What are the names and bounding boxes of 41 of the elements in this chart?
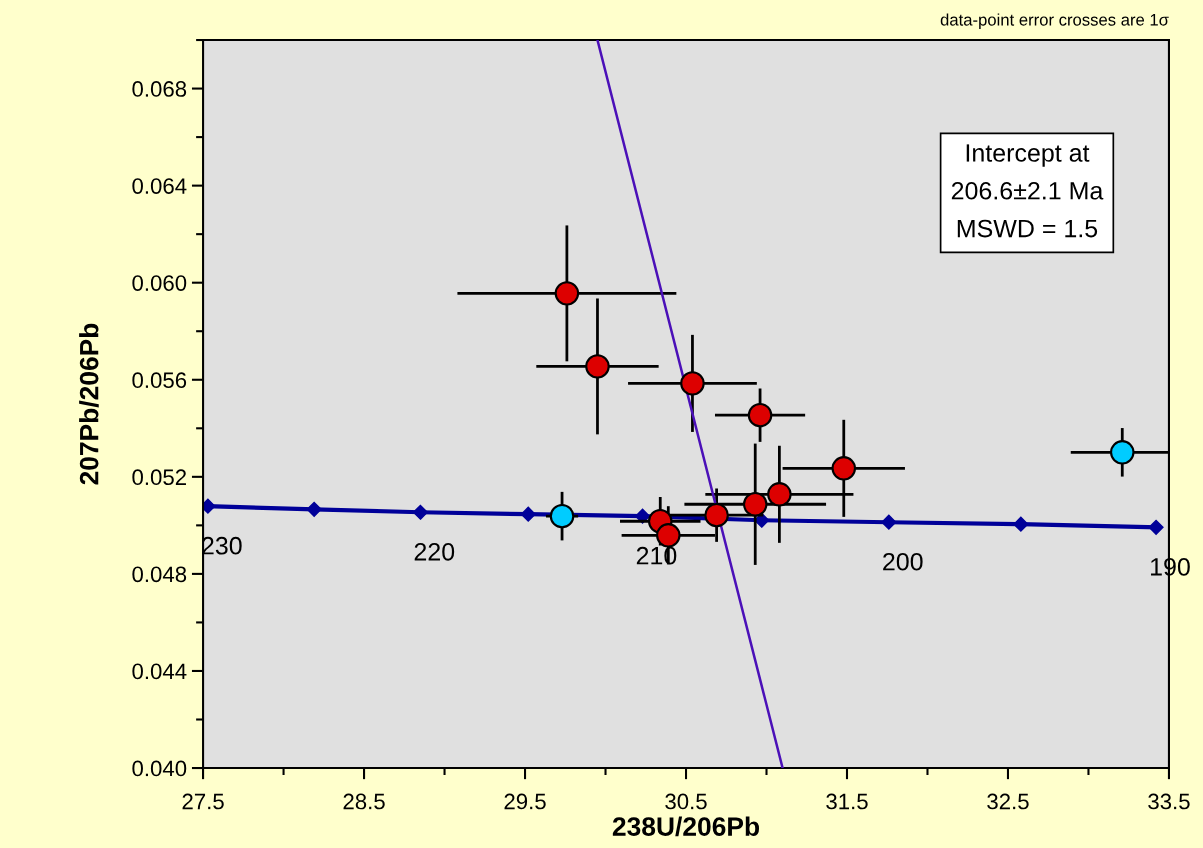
point <box>704 502 729 528</box>
x-tick-label: 28.5 <box>343 793 385 810</box>
y-tick-label: 0.052 <box>132 469 186 486</box>
y-tick-label: 0.068 <box>132 81 187 97</box>
point <box>747 402 773 428</box>
annotation: MSWD = 1.5 <box>957 219 1098 238</box>
x-tick-label: 33.5 <box>1148 793 1190 810</box>
point <box>585 354 610 379</box>
point <box>1110 440 1135 465</box>
point <box>767 482 792 507</box>
point <box>1013 516 1029 532</box>
point <box>549 503 575 529</box>
annotation: 200 <box>883 552 923 571</box>
y-tick-label: 0.044 <box>132 663 187 680</box>
x-tick-label: 31.5 <box>826 793 868 810</box>
point <box>831 456 857 481</box>
point <box>680 371 705 396</box>
x-tick-label: 32.5 <box>987 793 1029 810</box>
x-axis-title: 238U/206Pb <box>612 816 760 837</box>
point <box>634 508 651 524</box>
point <box>881 514 897 530</box>
y-tick-label: 0.064 <box>132 178 187 194</box>
point <box>743 492 768 517</box>
point <box>554 281 580 306</box>
x-tick-label: 27.5 <box>182 793 224 810</box>
y-tick-label: 0.040 <box>132 760 187 777</box>
y-tick-label: 0.056 <box>132 372 187 389</box>
point <box>1148 519 1164 535</box>
point <box>520 506 536 522</box>
x-tick-label: 30.5 <box>665 793 707 810</box>
text: data-point error crosses are 1σ <box>940 13 1169 29</box>
annotation: 206.6±2.1 Ma <box>951 181 1104 200</box>
point <box>306 501 322 517</box>
point <box>656 523 681 548</box>
annotation: Intercept at <box>966 144 1090 167</box>
x-tick-label: 29.5 <box>504 793 546 810</box>
y-tick-label: 0.048 <box>132 566 187 583</box>
annotation: 220 <box>414 542 455 561</box>
y-axis-title: 207Pb/206Pb <box>79 323 99 485</box>
y-tick-label: 0.060 <box>132 275 187 291</box>
point <box>412 504 428 520</box>
